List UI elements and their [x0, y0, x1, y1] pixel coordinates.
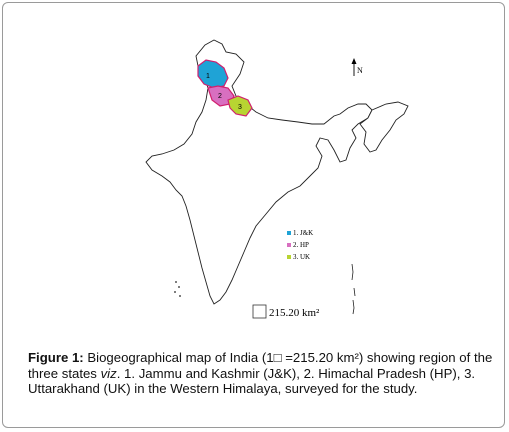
caption-symbol: □: [273, 350, 282, 365]
legend-swatch-hp: [287, 243, 291, 247]
legend-swatch-uk: [287, 255, 291, 259]
scale-label: 215.20 km²: [269, 307, 320, 319]
legend: 1. J&K 2. HP 3. UK: [287, 229, 313, 261]
caption-label: Figure 1:: [28, 350, 84, 365]
northeast-outline: [359, 101, 409, 153]
lakshadweep-islands: [174, 281, 181, 297]
scale-box: 215.20 km²: [252, 304, 320, 319]
legend-label-uk: 3. UK: [293, 253, 310, 261]
north-arrow-icon: N: [351, 58, 363, 76]
caption-part3: . 1. Jammu and Kashmir (J&K), 2. Himacha…: [28, 365, 476, 397]
caption-viz: viz: [100, 365, 117, 381]
legend-label-jk: 1. J&K: [293, 229, 313, 237]
india-outline: [145, 39, 373, 305]
legend-label-hp: 2. HP: [293, 241, 309, 249]
region-number-1: 1: [206, 73, 210, 80]
legend-swatch-jk: [287, 231, 291, 235]
caption-part2: =215.20 km²) showing region of the three…: [28, 350, 493, 381]
figure-caption: Figure 1: Biogeographical map of India (…: [28, 350, 498, 397]
region-uk: [227, 95, 253, 117]
svg-text:N: N: [357, 66, 363, 75]
region-jk: [197, 59, 229, 89]
region-number-3: 3: [238, 104, 242, 111]
india-map: 1 2 3 N 1. J&K 2. HP 3. UK: [145, 39, 409, 319]
andaman-islands: [351, 263, 356, 315]
caption-part1: Biogeographical map of India (1: [83, 350, 274, 365]
region-number-2: 2: [218, 93, 222, 100]
map-area: 1 2 3 N 1. J&K 2. HP 3. UK: [145, 39, 409, 319]
